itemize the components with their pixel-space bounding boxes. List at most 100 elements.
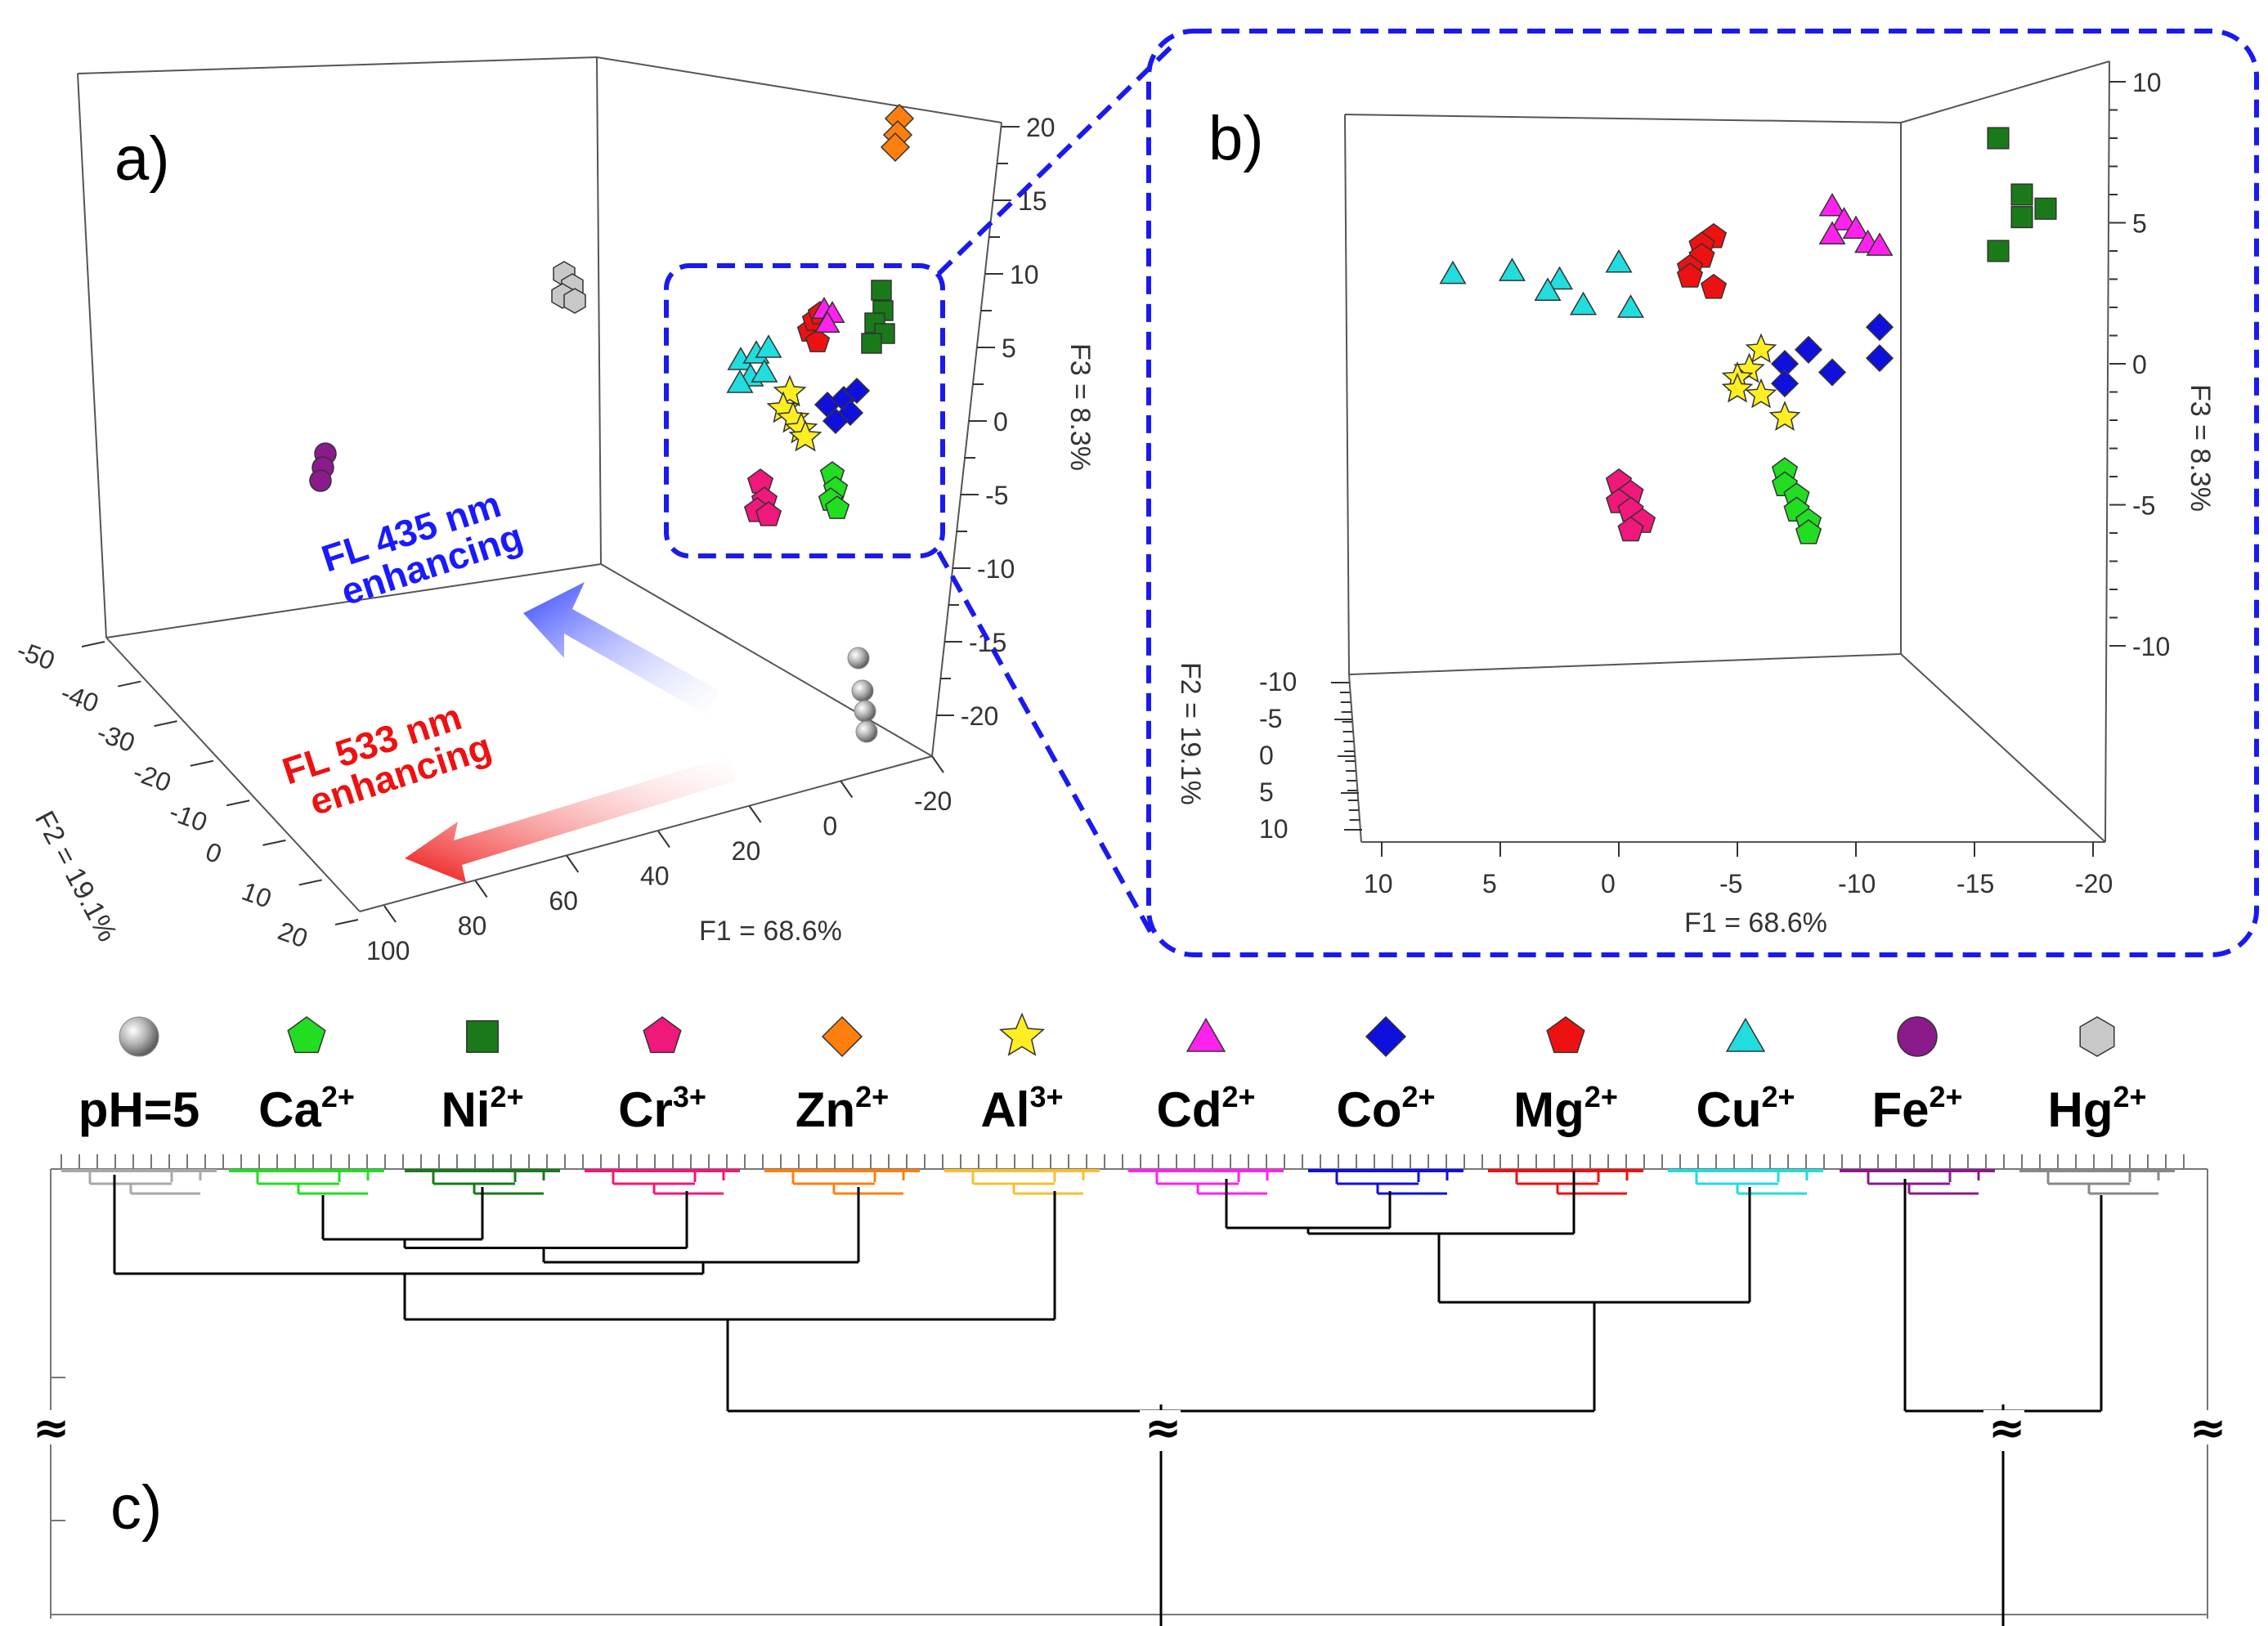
legend-marker-zn [821,1015,863,1058]
a-point-hg [563,288,586,314]
zoom-box-a [664,263,945,558]
legend-label-cr: Cr3+ [618,1080,706,1137]
a-ytick-label: -10 [166,797,212,838]
legend-label-cd: Cd2+ [1156,1080,1255,1137]
b-point-cu [1546,266,1573,290]
a-point-co [822,407,849,435]
b-point-al [1721,372,1754,403]
a-point-ph5 [847,647,870,670]
a-ytick-label: 0 [202,836,226,869]
legend-marker-co [1365,1015,1407,1058]
b-point-cu [1499,258,1526,281]
a-ztick-label: -5 [985,481,1008,510]
b-xtick-label: -5 [1719,869,1742,898]
b-xtick-label: 5 [1482,869,1497,898]
legend-marker-ph5 [119,1016,159,1057]
a-ytick-label: -40 [57,678,103,719]
a-point-cu [755,334,782,358]
a-point-ca [824,495,850,519]
b-point-co [1865,344,1894,373]
b-point-al [1745,333,1777,364]
b-ztick-label: -10 [2132,632,2170,661]
b-point-cu [1605,249,1633,273]
b-ztick-label: 5 [2132,209,2147,239]
a-point-ni [861,333,882,354]
fl435-label: FL 435 nm enhancing [316,482,528,613]
panel-b-xlabel: F1 = 68.6% [1684,907,1827,938]
a-ztick-label: -10 [977,554,1015,584]
b-point-cr [1617,516,1644,542]
b-ytick-label: 5 [1259,777,1274,807]
a-point-zn [880,132,911,163]
a-ztick-label: 5 [1002,334,1016,363]
legend-label-hg: Hg2+ [2047,1080,2146,1137]
panel-b-label: b) [1208,104,1264,173]
b-point-cd [1818,221,1846,245]
b-ytick-label: -5 [1259,704,1282,733]
legend-label-cu: Cu2+ [1696,1080,1795,1137]
b-point-co [1770,370,1800,398]
legend-marker-ca [287,1016,326,1054]
a-xtick-label: -20 [914,786,952,816]
axis-break-marker: ≈ [1988,1402,2025,1454]
a-xtick-label: 40 [640,862,670,891]
b-point-cu [1570,291,1597,316]
b-point-cd [1866,232,1894,256]
a-point-fe [309,469,332,492]
b-point-ni [2010,183,2033,206]
b-ytick-label: 10 [1259,814,1289,844]
panel-c-top-ticks [61,1154,2185,1169]
b-point-cd [1831,207,1858,231]
legend-label-fe: Fe2+ [1871,1080,1962,1137]
a-point-ph5 [855,720,878,743]
panel-a-zlabel: F3 = 8.3% [1065,343,1096,471]
a-ztick-label: 0 [993,407,1008,437]
a-point-ni [871,280,892,301]
a-ytick-label: -30 [93,717,139,758]
axis-break-marker: ≈ [2190,1402,2226,1454]
panel-a-points [309,103,915,743]
dendrogram [61,1169,2175,1626]
a-point-cu [726,370,754,393]
b-xtick-label: -10 [1838,869,1876,898]
b-ztick-label: 0 [2132,350,2147,379]
a-xtick-label: 100 [366,936,410,965]
b-point-co [1865,313,1894,342]
b-point-co [1818,358,1847,387]
b-point-cu [1439,260,1467,284]
legend-label-ni: Ni2+ [441,1080,523,1137]
b-point-cu [1617,294,1644,318]
a-point-ph5 [854,700,876,723]
a-point-al [773,374,807,407]
legend-label-ca: Ca2+ [258,1080,355,1137]
b-xtick-label: 10 [1364,869,1393,898]
panel-c-label: c) [110,1473,162,1543]
b-point-ni [2010,206,2033,229]
b-xtick-label: -20 [2075,869,2113,898]
a-point-cr [755,501,782,526]
b-ztick-label: 10 [2132,68,2162,97]
panel-b-z-ticks: 10 5 0 -5 -10 [2109,68,2170,661]
b-point-ni [1987,240,2010,262]
panel-a-ylabel: F2 = 19.1% [29,806,123,947]
axis-breaks: ≈ ≈ ≈ ≈ [28,1402,2226,1454]
panel-a-xlabel: F1 = 68.6% [699,916,842,947]
legend: pH=5 Ca2+ Ni2+ Cr3+ Zn2+ Al3+ Cd2+ Co2+ Mg2+ Cu2+… [78,1012,2147,1137]
panel-b-ylabel: F2 = 19.1% [1175,662,1206,805]
a-xtick-label: 20 [732,836,761,866]
b-point-mg [1700,273,1728,299]
legend-label-co: Co2+ [1336,1080,1435,1137]
panel-b-x-ticks: 10 5 0 -5 -10 -15 -20 [1364,842,2113,898]
fl533-arrow [405,756,736,883]
panel-b-frame [1146,29,2259,957]
legend-marker-cu [1725,1017,1766,1052]
zoom-connector-bottom [936,550,1155,938]
panel-b-axes [1344,60,2110,843]
a-ytick-label: -20 [129,757,175,798]
a-xtick-label: 60 [549,886,578,916]
legend-label-al: Al3+ [980,1080,1063,1137]
panel-a-axes [77,56,1002,912]
panel-c-frame [50,1168,2208,1619]
